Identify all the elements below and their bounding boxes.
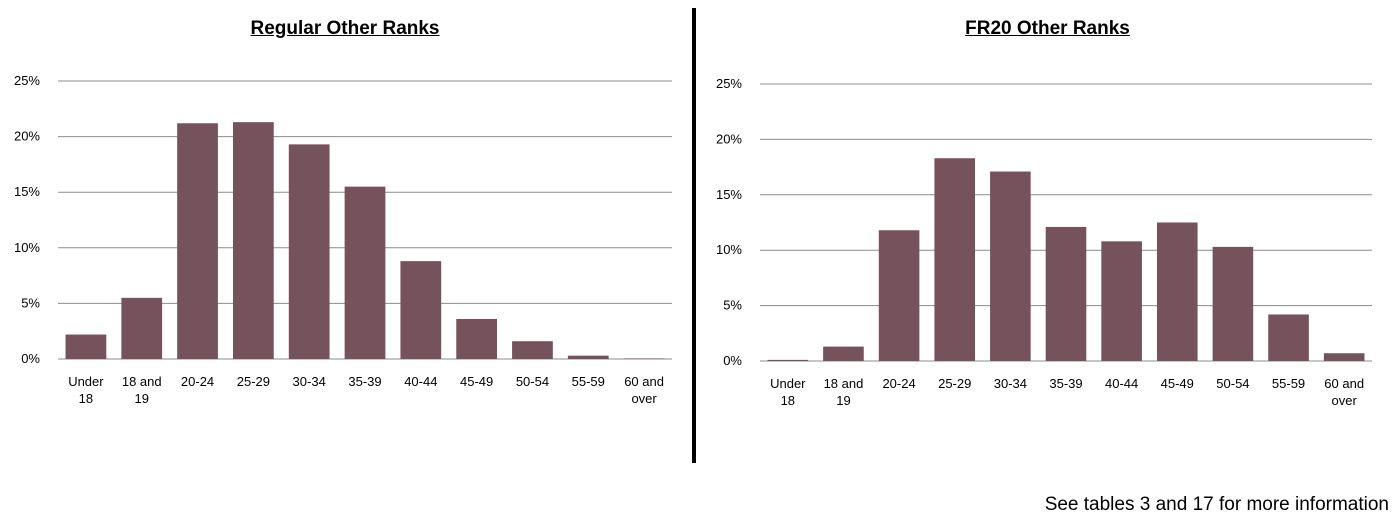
- fr20-other-ranks-chart: FR20 Other Ranks 0% 5% 10% 15% 20% 25% Under 18…: [700, 0, 1395, 470]
- x-tick-label: 60 and over: [1324, 376, 1364, 408]
- bar: [1268, 314, 1309, 361]
- x-tick-label: 18 and 19: [824, 376, 864, 408]
- x-tick-label: 45-49: [460, 374, 493, 389]
- regular-other-ranks-chart: Regular Other Ranks 0% 5% 10% 15% 20% 25% Unde…: [0, 0, 690, 470]
- x-tick-label: 50-54: [1216, 376, 1249, 391]
- x-tick-label: 30-34: [994, 376, 1027, 391]
- bar: [288, 144, 330, 359]
- bar: [767, 359, 809, 361]
- x-tick-label: 55-59: [1272, 376, 1305, 391]
- chart-title: FR20 Other Ranks: [965, 18, 1130, 39]
- bar: [400, 261, 442, 359]
- bar: [65, 334, 107, 359]
- bar: [1323, 353, 1365, 361]
- bar: [232, 122, 274, 359]
- x-tick-label: 20-24: [181, 374, 214, 389]
- y-tick-label: 5%: [723, 298, 742, 313]
- x-tick-label: 25-29: [237, 374, 270, 389]
- bar: [990, 171, 1031, 361]
- x-tick-label: 35-39: [348, 374, 381, 389]
- y-tick-label: 10%: [716, 242, 742, 257]
- x-tick-label: 40-44: [1105, 376, 1138, 391]
- bar: [456, 318, 498, 359]
- x-tick-label: Under 18: [68, 374, 104, 406]
- x-tick-label: 55-59: [572, 374, 605, 389]
- x-tick-label: 20-24: [882, 376, 915, 391]
- bar: [1045, 226, 1087, 361]
- bar: [823, 346, 864, 361]
- bar: [344, 186, 386, 359]
- chart-title: Regular Other Ranks: [250, 18, 440, 39]
- x-tick-label: 45-49: [1161, 376, 1194, 391]
- y-tick-label: 0%: [723, 353, 742, 368]
- y-tick-label: 0%: [21, 351, 40, 366]
- y-tick-label: 5%: [21, 295, 40, 310]
- x-tick-label: 25-29: [938, 376, 971, 391]
- bar: [934, 158, 976, 361]
- y-tick-label: 15%: [716, 187, 742, 202]
- y-tick-label: 15%: [14, 184, 40, 199]
- x-tick-label: 35-39: [1049, 376, 1082, 391]
- regular-chart-svg: 0% 5% 10% 15% 20% 25% Under 18 18 and 19 20-24 25-2…: [14, 73, 672, 406]
- vertical-divider: [692, 8, 696, 463]
- x-tick-label: 40-44: [404, 374, 437, 389]
- bar: [567, 355, 609, 359]
- fr20-chart-svg: 0% 5% 10% 15% 20% 25% Under 18 18 and 19 20-24 25-2…: [716, 76, 1372, 408]
- bar: [623, 358, 665, 359]
- x-tick-label: 50-54: [516, 374, 549, 389]
- bar: [878, 230, 920, 361]
- y-tick-label: 25%: [716, 76, 742, 91]
- x-tick-label: 18 and 19: [122, 374, 162, 406]
- x-tick-label: 30-34: [293, 374, 326, 389]
- x-tick-label: Under 18: [770, 376, 806, 408]
- bar: [1101, 241, 1142, 361]
- bar: [512, 341, 553, 359]
- bar: [121, 297, 163, 359]
- y-tick-label: 10%: [14, 240, 40, 255]
- bar: [177, 123, 218, 359]
- footnote: See tables 3 and 17 for more information: [1044, 494, 1389, 515]
- x-tick-label: 60 and over: [624, 374, 664, 406]
- y-tick-label: 25%: [14, 73, 40, 88]
- bar: [1156, 222, 1198, 361]
- y-tick-label: 20%: [14, 129, 40, 144]
- bar: [1212, 246, 1254, 361]
- y-tick-label: 20%: [716, 131, 742, 146]
